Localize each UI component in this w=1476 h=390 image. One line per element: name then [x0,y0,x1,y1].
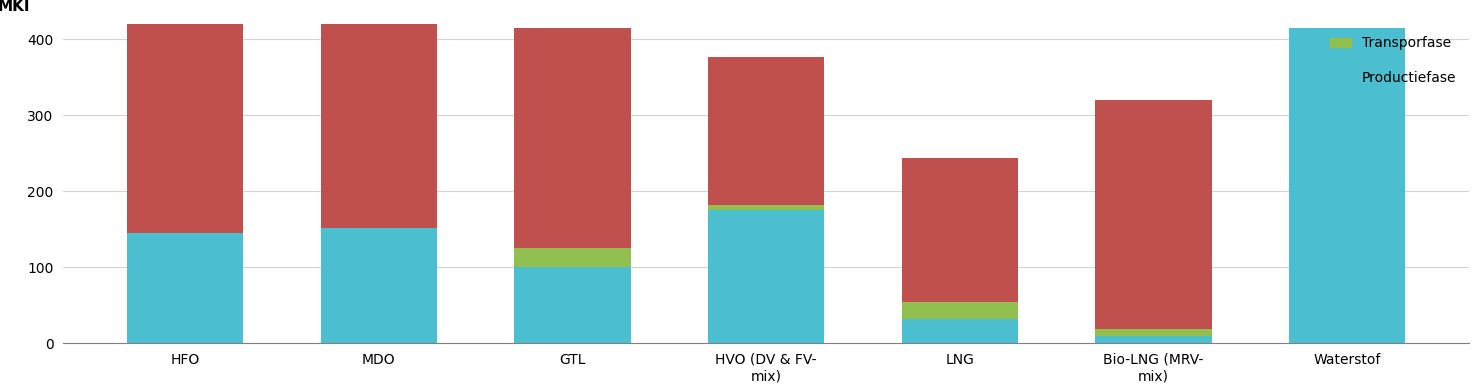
Bar [320,228,437,343]
Bar [902,302,1018,319]
Bar [515,267,630,343]
Bar [127,0,244,233]
Bar [1289,28,1405,343]
Bar [515,28,630,248]
Bar [320,0,437,228]
Bar [1095,330,1212,335]
Bar [127,233,244,343]
Bar [1095,335,1212,343]
Bar [708,210,824,343]
Legend: Transporfase, Productiefase: Transporfase, Productiefase [1324,31,1463,91]
Bar [902,158,1018,302]
Y-axis label: MKI: MKI [0,0,31,14]
Bar [708,205,824,210]
Bar [1095,100,1212,330]
Bar [515,248,630,267]
Bar [708,57,824,205]
Bar [902,319,1018,343]
